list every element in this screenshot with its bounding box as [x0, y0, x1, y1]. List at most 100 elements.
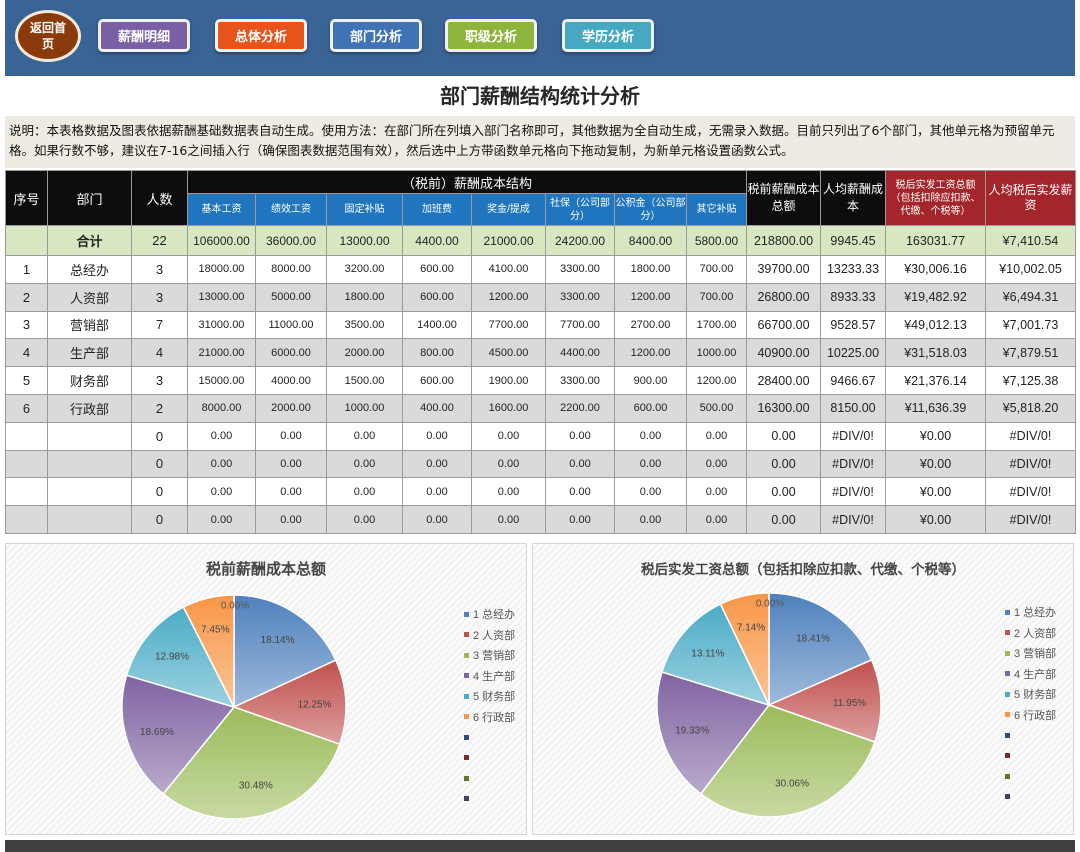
total-value-cell[interactable]: 8400.00 [614, 225, 687, 256]
row-seq-cell[interactable]: 4 [5, 338, 48, 368]
total-avg-after-tax-cell[interactable]: ¥7,410.54 [985, 225, 1077, 256]
row-total-cost-cell[interactable]: 0.00 [746, 477, 822, 507]
row-value-cell[interactable]: 4500.00 [471, 338, 546, 368]
row-value-cell[interactable]: 7700.00 [545, 310, 615, 340]
nav-button-salary-detail[interactable]: 薪酬明细 [98, 19, 190, 52]
row-after-tax-cell[interactable]: ¥0.00 [885, 421, 987, 451]
row-value-cell[interactable]: 0.00 [614, 477, 687, 507]
row-count-cell[interactable]: 3 [131, 282, 188, 312]
row-value-cell[interactable]: 600.00 [614, 393, 687, 423]
nav-button-overall-analysis[interactable]: 总体分析 [215, 19, 307, 52]
row-value-cell[interactable]: 0.00 [255, 421, 327, 451]
row-department-cell[interactable]: 行政部 [47, 393, 132, 423]
row-department-cell[interactable] [47, 477, 132, 507]
row-value-cell[interactable]: 0.00 [471, 421, 546, 451]
row-avg-after-tax-cell[interactable]: ¥7,001.73 [985, 310, 1077, 340]
row-value-cell[interactable]: 0.00 [255, 449, 327, 479]
row-value-cell[interactable]: 0.00 [614, 421, 687, 451]
row-department-cell[interactable]: 财务部 [47, 366, 132, 395]
row-avg-cost-cell[interactable]: #DIV/0! [820, 449, 887, 479]
row-avg-after-tax-cell[interactable]: ¥7,125.38 [985, 366, 1077, 395]
row-value-cell[interactable]: 1500.00 [326, 366, 403, 395]
row-avg-cost-cell[interactable]: 9528.57 [820, 310, 887, 340]
pie-slice[interactable] [661, 603, 771, 707]
row-value-cell[interactable]: 1200.00 [685, 366, 748, 395]
total-value-cell[interactable]: 4400.00 [402, 225, 472, 256]
row-value-cell[interactable]: 15000.00 [187, 366, 256, 395]
row-count-cell[interactable]: 3 [131, 255, 188, 284]
row-department-cell[interactable]: 人资部 [47, 282, 132, 312]
row-value-cell[interactable]: 1000.00 [326, 393, 403, 423]
row-after-tax-cell[interactable]: ¥31,518.03 [885, 338, 987, 368]
total-value-cell[interactable]: 21000.00 [471, 225, 546, 256]
row-avg-after-tax-cell[interactable]: #DIV/0! [985, 421, 1077, 451]
row-department-cell[interactable] [47, 449, 132, 479]
row-value-cell[interactable]: 700.00 [685, 282, 748, 312]
total-cost-cell[interactable]: 218800.00 [746, 225, 822, 256]
row-value-cell[interactable]: 11000.00 [255, 310, 327, 340]
row-value-cell[interactable]: 2700.00 [614, 310, 687, 340]
row-avg-cost-cell[interactable]: 13233.33 [820, 255, 887, 284]
row-count-cell[interactable]: 0 [131, 477, 188, 507]
row-total-cost-cell[interactable]: 39700.00 [746, 255, 822, 284]
row-seq-cell[interactable] [5, 449, 48, 479]
row-department-cell[interactable]: 营销部 [47, 310, 132, 340]
row-value-cell[interactable]: 3300.00 [545, 282, 615, 312]
total-value-cell[interactable]: 24200.00 [545, 225, 615, 256]
pie-slice[interactable] [232, 659, 347, 746]
pie-slice[interactable] [182, 594, 235, 708]
row-seq-cell[interactable] [5, 421, 48, 451]
row-count-cell[interactable]: 3 [131, 366, 188, 395]
row-avg-cost-cell[interactable]: 8933.33 [820, 282, 887, 312]
row-value-cell[interactable]: 3200.00 [326, 255, 403, 284]
row-value-cell[interactable]: 4400.00 [545, 338, 615, 368]
total-after-tax-cell[interactable]: 163031.77 [885, 225, 987, 256]
row-avg-after-tax-cell[interactable]: #DIV/0! [985, 477, 1077, 507]
pie-slice[interactable] [768, 592, 873, 707]
pie-slice[interactable] [162, 706, 341, 820]
row-avg-after-tax-cell[interactable]: #DIV/0! [985, 449, 1077, 479]
row-value-cell[interactable]: 2000.00 [326, 338, 403, 368]
row-count-cell[interactable]: 4 [131, 338, 188, 368]
row-value-cell[interactable]: 0.00 [187, 477, 256, 507]
row-value-cell[interactable]: 1200.00 [614, 282, 687, 312]
row-value-cell[interactable]: 1000.00 [685, 338, 748, 368]
row-value-cell[interactable]: 0.00 [545, 505, 615, 534]
row-seq-cell[interactable] [5, 505, 48, 534]
row-value-cell[interactable]: 8000.00 [255, 255, 327, 284]
row-after-tax-cell[interactable]: ¥0.00 [885, 449, 987, 479]
row-value-cell[interactable]: 600.00 [402, 282, 472, 312]
row-after-tax-cell[interactable]: ¥49,012.13 [885, 310, 987, 340]
row-value-cell[interactable]: 1200.00 [614, 338, 687, 368]
row-value-cell[interactable]: 0.00 [685, 449, 748, 479]
total-value-cell[interactable]: 36000.00 [255, 225, 327, 256]
row-value-cell[interactable]: 1400.00 [402, 310, 472, 340]
row-total-cost-cell[interactable]: 28400.00 [746, 366, 822, 395]
row-value-cell[interactable]: 6000.00 [255, 338, 327, 368]
row-avg-cost-cell[interactable]: 9466.67 [820, 366, 887, 395]
home-button[interactable]: 返回首页 [15, 10, 81, 62]
row-value-cell[interactable]: 0.00 [187, 505, 256, 534]
pie-slice[interactable] [125, 606, 236, 709]
row-value-cell[interactable]: 0.00 [402, 449, 472, 479]
nav-button-department-analysis[interactable]: 部门分析 [330, 19, 422, 52]
pie-slice[interactable] [766, 658, 882, 743]
row-value-cell[interactable]: 0.00 [326, 477, 403, 507]
row-avg-after-tax-cell[interactable]: ¥5,818.20 [985, 393, 1077, 423]
row-value-cell[interactable]: 0.00 [326, 421, 403, 451]
row-department-cell[interactable] [47, 421, 132, 451]
row-value-cell[interactable]: 3300.00 [545, 366, 615, 395]
row-value-cell[interactable]: 0.00 [545, 477, 615, 507]
row-after-tax-cell[interactable]: ¥11,636.39 [885, 393, 987, 423]
row-seq-cell[interactable]: 3 [5, 310, 48, 340]
nav-button-education-analysis[interactable]: 学历分析 [562, 19, 654, 52]
row-value-cell[interactable]: 13000.00 [187, 282, 256, 312]
total-count-cell[interactable]: 22 [131, 225, 188, 256]
row-value-cell[interactable]: 4000.00 [255, 366, 327, 395]
row-value-cell[interactable]: 5000.00 [255, 282, 327, 312]
row-value-cell[interactable]: 0.00 [402, 477, 472, 507]
row-value-cell[interactable]: 3300.00 [545, 255, 615, 284]
row-value-cell[interactable]: 3500.00 [326, 310, 403, 340]
row-department-cell[interactable]: 生产部 [47, 338, 132, 368]
row-seq-cell[interactable] [5, 477, 48, 507]
